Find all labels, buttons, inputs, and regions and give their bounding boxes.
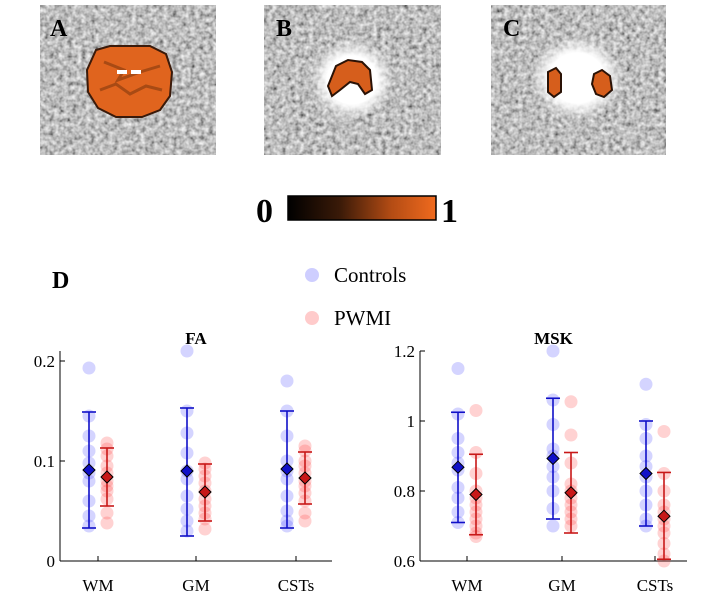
msk-mean-marker-controls [546, 451, 560, 466]
msk-ytick-label: 1.2 [394, 342, 415, 361]
msk-mean-marker-controls [451, 460, 465, 474]
fa-point-pwmi [298, 439, 312, 453]
panel-label-c: C [503, 16, 520, 42]
fa-point-controls [280, 374, 294, 388]
fa-point-controls [180, 344, 194, 358]
orange-overlay-a [85, 45, 174, 118]
panel-label-b: B [276, 16, 292, 42]
colorbar-gradient [287, 195, 437, 221]
fa-mean-marker-pwmi [100, 470, 114, 484]
fa-xtick-label: WM [82, 576, 113, 595]
msk-xtick-label: GM [548, 576, 575, 595]
fa-xtick-label: CSTs [278, 576, 315, 595]
fa-chart: FA 0 0.1 0.2 WM GM CSTs [34, 329, 332, 595]
fa-point-pwmi [298, 444, 312, 458]
msk-xtick-label: WM [451, 576, 482, 595]
fa-title: FA [185, 329, 207, 348]
legend: Controls PWMI [305, 263, 406, 330]
fa-ytick-label: 0 [47, 552, 56, 571]
msk-point-controls [546, 344, 560, 358]
msk-xtick-label: CSTs [637, 576, 674, 595]
msk-point-pwmi [469, 446, 483, 459]
fa-point-pwmi [198, 522, 212, 536]
msk-point-pwmi [564, 395, 578, 409]
msk-chart: MSK 0.6 0.8 1 1.2 WM GM CSTs [394, 329, 687, 595]
msk-point-pwmi [657, 554, 671, 568]
msk-ytick-label: 0.8 [394, 482, 415, 501]
charts: FA 0 0.1 0.2 WM GM CSTs MSK 0.6 0.8 1 1.2 WM GM CSTs [34, 329, 687, 595]
orange-overlay-b [326, 58, 374, 98]
msk-point-controls [451, 362, 465, 375]
msk-title: MSK [534, 329, 574, 348]
msk-mean-marker-pwmi [564, 486, 578, 500]
msk-point-pwmi [469, 404, 483, 417]
orange-overlay-c-right [590, 68, 614, 99]
legend-label-controls: Controls [334, 263, 406, 287]
orange-overlay-c-left [547, 66, 562, 99]
msk-point-pwmi [469, 530, 483, 543]
fa-point-pwmi [298, 514, 312, 528]
legend-marker-pwmi [305, 311, 319, 325]
colorbar-max-label: 1 [441, 193, 458, 230]
fa-mean-marker-pwmi [298, 471, 312, 485]
legend-marker-controls [305, 268, 319, 282]
colorbar-min-label: 0 [256, 193, 273, 230]
fa-mean-marker-pwmi [198, 485, 212, 499]
fa-point-pwmi [198, 456, 212, 470]
fa-point-pwmi [298, 506, 312, 520]
fa-ytick-label: 0.2 [34, 352, 55, 371]
fa-xtick-label: GM [182, 576, 209, 595]
colorbar: 0 1 [256, 193, 458, 230]
legend-label-pwmi: PWMI [334, 306, 391, 330]
panel-label-a: A [50, 16, 68, 42]
msk-ytick-label: 1 [407, 412, 416, 431]
fa-point-pwmi [100, 516, 114, 530]
brain-slice-a [40, 5, 216, 155]
fa-mean-marker-controls [82, 463, 96, 477]
fa-mean-marker-controls [280, 462, 294, 476]
msk-mean-marker-pwmi [657, 509, 671, 523]
fa-ytick-label: 0.1 [34, 452, 55, 471]
panel-label-d: D [52, 268, 69, 294]
msk-ytick-label: 0.6 [394, 552, 415, 571]
msk-point-controls [546, 519, 560, 533]
brain-slice-b [264, 5, 441, 155]
fa-point-pwmi [100, 436, 114, 450]
msk-point-pwmi [564, 428, 578, 442]
msk-mean-marker-controls [639, 466, 653, 481]
msk-mean-marker-pwmi [469, 487, 483, 502]
msk-point-pwmi [657, 425, 671, 438]
brain-slice-c [491, 5, 666, 155]
fa-point-pwmi [100, 506, 114, 520]
fa-point-controls [82, 361, 96, 375]
msk-point-controls [639, 377, 653, 391]
fa-mean-marker-controls [180, 464, 194, 478]
